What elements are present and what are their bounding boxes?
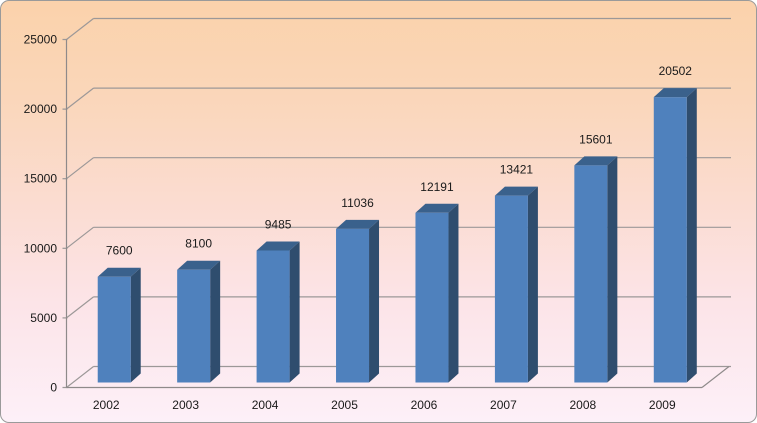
bar-side-2002 xyxy=(130,267,141,383)
bar-2003 xyxy=(177,269,211,383)
data-label-2002: 7600 xyxy=(106,244,133,258)
x-axis-label-2002: 2002 xyxy=(93,398,120,412)
gridline-diagonal xyxy=(66,226,94,249)
gridline-diagonal xyxy=(66,18,94,40)
x-axis-label-2003: 2003 xyxy=(172,398,199,412)
data-label-2008: 15601 xyxy=(579,132,613,146)
floor-right-edge xyxy=(701,366,730,388)
bar-top-2005 xyxy=(336,219,380,229)
x-axis-label-2005: 2005 xyxy=(331,398,358,412)
y-axis-label: 20000 xyxy=(24,102,58,116)
y-axis-label: 25000 xyxy=(24,33,58,47)
bar-2004 xyxy=(256,250,290,383)
data-label-2003: 8100 xyxy=(185,237,212,251)
gridline-diagonal xyxy=(66,296,94,319)
y-axis-label: 15000 xyxy=(24,172,58,186)
bar-top-2003 xyxy=(177,260,221,270)
y-axis-label: 5000 xyxy=(30,311,57,325)
bar-side-2005 xyxy=(369,219,380,383)
bar-2008 xyxy=(574,165,608,383)
gridline-diagonal xyxy=(66,366,94,388)
gridline-diagonal xyxy=(66,87,94,110)
data-label-2006: 12191 xyxy=(420,180,454,194)
bar-side-2008 xyxy=(607,156,618,383)
bar-2005 xyxy=(336,228,370,383)
bar-2006 xyxy=(415,212,449,383)
bar-2007 xyxy=(494,195,528,383)
bar-top-2002 xyxy=(97,267,141,277)
bar-top-2009 xyxy=(653,88,697,98)
gridline-diagonal xyxy=(66,157,94,180)
bar-side-2007 xyxy=(527,186,538,383)
bar-top-2007 xyxy=(494,186,538,196)
y-axis-label: 10000 xyxy=(24,241,58,255)
bar-side-2003 xyxy=(210,260,221,383)
data-label-2009: 20502 xyxy=(659,64,693,78)
data-label-2004: 9485 xyxy=(265,217,292,231)
x-axis-label-2007: 2007 xyxy=(490,398,517,412)
data-label-2007: 13421 xyxy=(500,163,534,177)
bar-side-2004 xyxy=(289,241,300,383)
bar-side-2006 xyxy=(448,203,459,383)
bar-top-2004 xyxy=(256,241,300,251)
bar-top-2008 xyxy=(574,156,618,166)
x-axis-label-2004: 2004 xyxy=(252,398,279,412)
data-label-2005: 11036 xyxy=(341,196,374,210)
x-axis-label-2006: 2006 xyxy=(411,398,438,412)
x-axis-label-2009: 2009 xyxy=(649,398,676,412)
x-axis-label-2008: 2008 xyxy=(569,398,596,412)
bar-2002 xyxy=(97,276,131,383)
bar-top-2006 xyxy=(415,203,459,213)
y-axis-label: 0 xyxy=(50,381,57,395)
bar-2009 xyxy=(653,97,687,383)
bar-side-2009 xyxy=(686,88,697,383)
